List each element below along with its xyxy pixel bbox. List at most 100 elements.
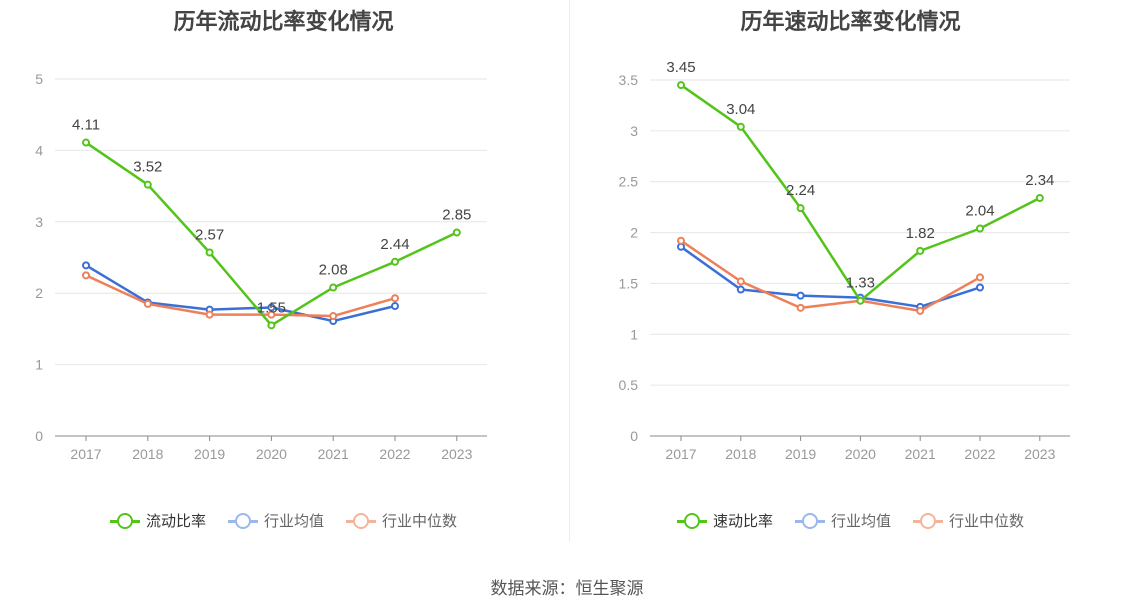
data-label: 3.45 <box>666 59 695 76</box>
y-tick-label: 1.5 <box>619 275 639 291</box>
legend-label: 行业中位数 <box>382 513 458 530</box>
y-tick-label: 3.5 <box>619 72 639 88</box>
legend-item-industry-average[interactable]: 行业均值 <box>227 510 324 531</box>
quick-ratio-chart-panel: 历年速动比率变化情况 0 0.5 1 1.5 2 2.5 3 3.5 2017 2018 2019 2… <box>567 0 1134 545</box>
legend-line-circle-icon <box>227 512 258 529</box>
data-label: 2.44 <box>380 236 409 253</box>
y-tick-label: 0 <box>630 428 638 444</box>
legend-label: 流动比率 <box>145 513 206 530</box>
x-tick-label: 2021 <box>905 446 936 462</box>
legend-label: 速动比率 <box>712 513 773 530</box>
x-tick-label: 2023 <box>441 446 472 462</box>
data-label: 1.82 <box>906 225 935 242</box>
legend-label: 行业均值 <box>263 513 324 530</box>
legend-line-circle-icon <box>346 512 376 529</box>
quick-ratio-chart: 0 0.5 1 1.5 2 2.5 3 3.5 2017 2018 2019 2020 2021 2022… <box>619 59 1070 462</box>
data-label: 2.08 <box>319 261 348 278</box>
data-label: 2.04 <box>965 203 994 220</box>
legend-item-industry-median[interactable]: 行业中位数 <box>346 510 457 531</box>
x-tick-label: 2021 <box>318 446 349 462</box>
median-series-point <box>976 273 984 282</box>
median-series-point <box>329 312 338 321</box>
current-ratio-chart: 0 1 2 3 4 5 2017 2018 2019 2020 2021 2022 2023 4.11 3.… <box>35 71 487 462</box>
main-series-point <box>143 180 152 189</box>
main-series-point <box>677 81 685 90</box>
median-series-point <box>736 277 745 286</box>
y-tick-label: 4 <box>35 142 43 158</box>
legend-line-circle-icon <box>794 512 825 529</box>
legend-label: 行业均值 <box>830 513 891 530</box>
main-series-point <box>916 246 925 255</box>
y-tick-label: 2 <box>630 225 638 241</box>
main-series-point <box>267 321 276 330</box>
main-series-point <box>1035 193 1044 202</box>
median-series-line <box>680 239 981 313</box>
y-tick-label: 1 <box>35 357 43 373</box>
legend: 流动比率 行业均值 行业中位数 <box>0 510 567 531</box>
x-tick-label: 2017 <box>70 446 101 462</box>
x-tick-label: 2019 <box>194 446 225 462</box>
main-series-point <box>205 248 214 257</box>
x-tick-label: 2018 <box>725 446 756 462</box>
legend-item-industry-median[interactable]: 行业中位数 <box>913 510 1024 531</box>
panel-divider <box>569 0 570 542</box>
data-label: 4.11 <box>72 117 100 134</box>
median-series-point <box>916 306 925 315</box>
x-tick-label: 2023 <box>1024 446 1055 462</box>
legend-item-industry-average[interactable]: 行业均值 <box>794 510 891 531</box>
x-tick-label: 2018 <box>132 446 163 462</box>
x-tick-label: 2020 <box>256 446 287 462</box>
data-label: 2.85 <box>442 207 471 224</box>
y-tick-label: 3 <box>630 123 638 139</box>
median-series-point <box>143 299 152 308</box>
data-label: 3.04 <box>726 101 755 118</box>
main-series-point <box>976 224 984 233</box>
median-series-point <box>796 303 805 312</box>
median-series-line <box>85 274 396 318</box>
legend-item-quick-ratio[interactable]: 速动比率 <box>676 510 773 531</box>
data-label: 1.33 <box>846 275 875 292</box>
average-series-point <box>267 303 276 312</box>
median-series-point <box>82 271 90 280</box>
main-series-point <box>452 228 461 237</box>
main-series-point <box>82 138 90 147</box>
data-label: 2.57 <box>195 227 224 244</box>
average-series-line <box>680 245 981 309</box>
x-tick-label: 2022 <box>964 446 995 462</box>
legend: 速动比率 行业均值 行业中位数 <box>567 510 1134 531</box>
chart-title: 历年速动比率变化情况 <box>740 9 961 34</box>
legend-line-circle-icon <box>676 512 707 529</box>
main-series-point <box>856 296 865 305</box>
data-label: 1.55 <box>257 299 286 316</box>
x-tick-label: 2020 <box>845 446 876 462</box>
data-source-note: 数据来源：恒生聚源 <box>490 579 644 598</box>
data-label: 2.34 <box>1025 172 1054 189</box>
legend-item-current-ratio[interactable]: 流动比率 <box>109 510 206 531</box>
chart-title: 历年流动比率变化情况 <box>173 9 394 34</box>
y-tick-label: 2.5 <box>619 174 639 190</box>
average-series-point <box>82 261 90 270</box>
main-series-point <box>391 257 399 266</box>
x-tick-label: 2019 <box>785 446 816 462</box>
main-series-point <box>736 122 745 131</box>
legend-line-circle-icon <box>109 512 140 529</box>
average-series-point <box>736 285 745 294</box>
y-tick-label: 3 <box>35 214 43 230</box>
median-series-point <box>677 236 685 245</box>
median-series-point <box>205 310 214 319</box>
median-series-point <box>391 294 399 303</box>
y-tick-label: 2 <box>35 285 43 301</box>
y-tick-label: 0 <box>35 428 43 444</box>
x-tick-label: 2022 <box>379 446 410 462</box>
average-series-line <box>85 264 396 323</box>
average-series-point <box>391 302 399 311</box>
data-label: 2.24 <box>786 182 815 199</box>
average-series-point <box>976 283 984 292</box>
average-series-point <box>677 242 685 251</box>
main-series-point <box>796 204 805 213</box>
y-tick-label: 1 <box>630 326 638 342</box>
y-tick-label: 0.5 <box>619 377 639 393</box>
legend-label: 行业中位数 <box>949 513 1025 530</box>
data-label: 3.52 <box>133 159 162 176</box>
legend-line-circle-icon <box>913 512 943 529</box>
